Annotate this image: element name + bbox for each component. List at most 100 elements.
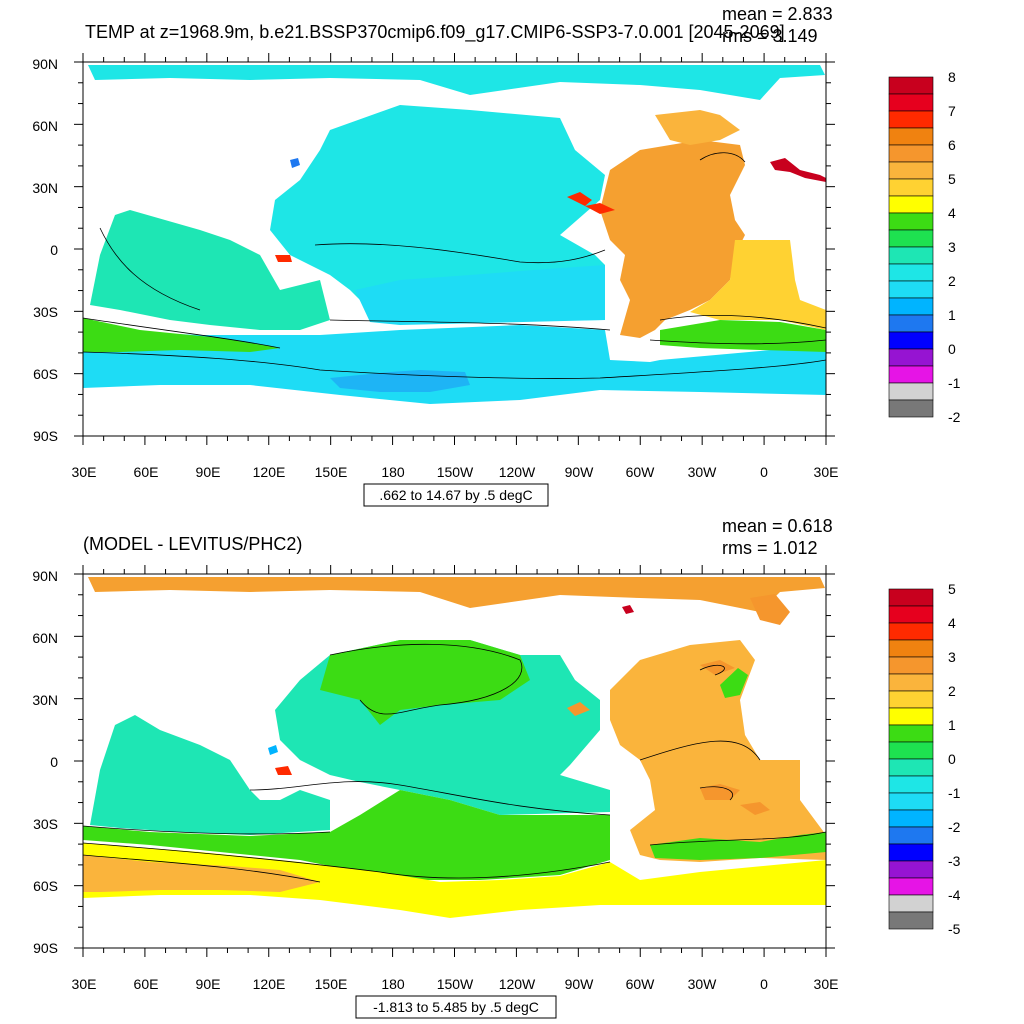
colorbar-label: -2 xyxy=(948,819,961,835)
region-southern-band xyxy=(83,318,280,352)
panel-2: (MODEL - LEVITUS/PHC2) mean = 0.618 rms … xyxy=(32,516,961,1019)
region-southern xyxy=(83,325,826,404)
colorbar-label: 0 xyxy=(948,751,956,767)
lon-label: 120W xyxy=(499,976,536,992)
lon-label: 180 xyxy=(381,464,405,480)
colorbar-swatch xyxy=(888,826,934,845)
colorbar-swatch xyxy=(888,314,934,333)
region-indian xyxy=(90,210,330,330)
lat-label: 60S xyxy=(33,878,58,894)
colorbar-swatch xyxy=(888,758,934,777)
lat-label: 0 xyxy=(50,242,58,258)
colorbar-swatch xyxy=(888,280,934,299)
colorbar-swatch xyxy=(888,331,934,350)
region-arctic xyxy=(88,577,825,612)
panel-1-title: TEMP at z=1968.9m, b.e21.BSSP370cmip6.f0… xyxy=(85,22,785,43)
lat-label: 60S xyxy=(33,366,58,382)
colorbar-swatch xyxy=(888,246,934,265)
colorbar-swatch xyxy=(888,399,934,418)
region-gulf-warm xyxy=(567,702,590,716)
lon-label: 150E xyxy=(315,464,348,480)
colorbar-label: 8 xyxy=(948,69,956,85)
colorbar-label: 5 xyxy=(948,581,956,597)
lon-label: 30E xyxy=(814,976,839,992)
lon-label: 180 xyxy=(381,976,405,992)
region-nordic xyxy=(655,110,740,145)
region-atlantic-warm-patches xyxy=(700,660,770,815)
region-pacific-north-green xyxy=(320,640,530,725)
colorbar-label: 0 xyxy=(948,341,956,357)
colorbar-swatch xyxy=(888,93,934,112)
lon-label: 90W xyxy=(565,464,595,480)
region-pacific xyxy=(270,105,605,322)
lat-label: 90S xyxy=(33,428,58,444)
colorbar-swatch xyxy=(888,690,934,709)
colorbar-label: 1 xyxy=(948,307,956,323)
lon-label: 60W xyxy=(626,976,656,992)
lon-label: 60E xyxy=(134,976,159,992)
colorbar-label: -1 xyxy=(948,375,961,391)
panel-1-mean: mean = 2.833 xyxy=(722,4,833,24)
colorbar-label: -3 xyxy=(948,853,961,869)
region-nordic-patch xyxy=(750,594,790,625)
colorbar-label: 7 xyxy=(948,103,956,119)
colorbar-swatch xyxy=(888,110,934,129)
region-blue-spot xyxy=(268,745,278,755)
region-south-green xyxy=(83,790,610,880)
colorbar-label: 2 xyxy=(948,273,956,289)
region-north-hot xyxy=(622,605,634,614)
colorbar-label: 5 xyxy=(948,171,956,187)
colorbar-swatch xyxy=(888,605,934,624)
lon-label: 120E xyxy=(253,976,286,992)
lon-label: 90E xyxy=(196,976,221,992)
contour-lines xyxy=(82,152,827,379)
region-pacific-south xyxy=(355,265,605,325)
lat-label: 0 xyxy=(50,754,58,770)
panel-2-title: (MODEL - LEVITUS/PHC2) xyxy=(83,534,302,554)
lon-label: 30E xyxy=(814,464,839,480)
colorbar-swatch xyxy=(888,127,934,146)
colorbar-label: -5 xyxy=(948,921,961,937)
colorbar-label: 2 xyxy=(948,683,956,699)
lat-label: 60N xyxy=(32,118,58,134)
colorbar-swatch xyxy=(888,724,934,743)
colorbar-swatch xyxy=(888,843,934,862)
colorbar-swatch xyxy=(888,860,934,879)
colorbar-swatch xyxy=(888,178,934,197)
lon-label: 30E xyxy=(72,464,97,480)
colorbar-swatch xyxy=(888,161,934,180)
colorbar-swatch xyxy=(888,365,934,384)
colorbar-swatch xyxy=(888,76,934,95)
region-indian xyxy=(90,715,330,835)
contour-lines xyxy=(82,643,827,883)
colorbar-swatch xyxy=(888,741,934,760)
lat-label: 90N xyxy=(32,568,58,584)
lat-label: 30N xyxy=(32,692,58,708)
colorbar-swatch xyxy=(888,656,934,675)
region-atlantic-south-band xyxy=(650,832,826,860)
region-southern xyxy=(83,843,826,918)
lon-label: 30W xyxy=(688,976,718,992)
colorbar-swatch xyxy=(888,622,934,641)
region-atlantic xyxy=(600,140,745,338)
lon-label: 90E xyxy=(196,464,221,480)
lon-label: 150W xyxy=(437,976,474,992)
colorbar-label: 3 xyxy=(948,239,956,255)
colorbar-swatch xyxy=(888,144,934,163)
colorbar-swatch xyxy=(888,639,934,658)
lon-label: 60W xyxy=(626,464,656,480)
colorbar-swatch xyxy=(888,348,934,367)
lon-label: 150E xyxy=(315,976,348,992)
panel-2-rms: rms = 1.012 xyxy=(722,538,818,558)
lon-label: 120W xyxy=(499,464,536,480)
colorbar-swatch xyxy=(888,588,934,607)
colorbar-swatch xyxy=(888,792,934,811)
region-southern-warm xyxy=(83,855,320,892)
panel-1-map xyxy=(74,53,835,445)
colorbar-swatch xyxy=(888,297,934,316)
colorbar-label: 1 xyxy=(948,717,956,733)
region-redsea-hot xyxy=(275,255,292,262)
colorbar-label: -2 xyxy=(948,409,961,425)
lon-label: 30E xyxy=(72,976,97,992)
panel-2-colorbar: 5 4 3 2 1 0 -1 -2 -3 -4 -5 xyxy=(888,581,961,937)
